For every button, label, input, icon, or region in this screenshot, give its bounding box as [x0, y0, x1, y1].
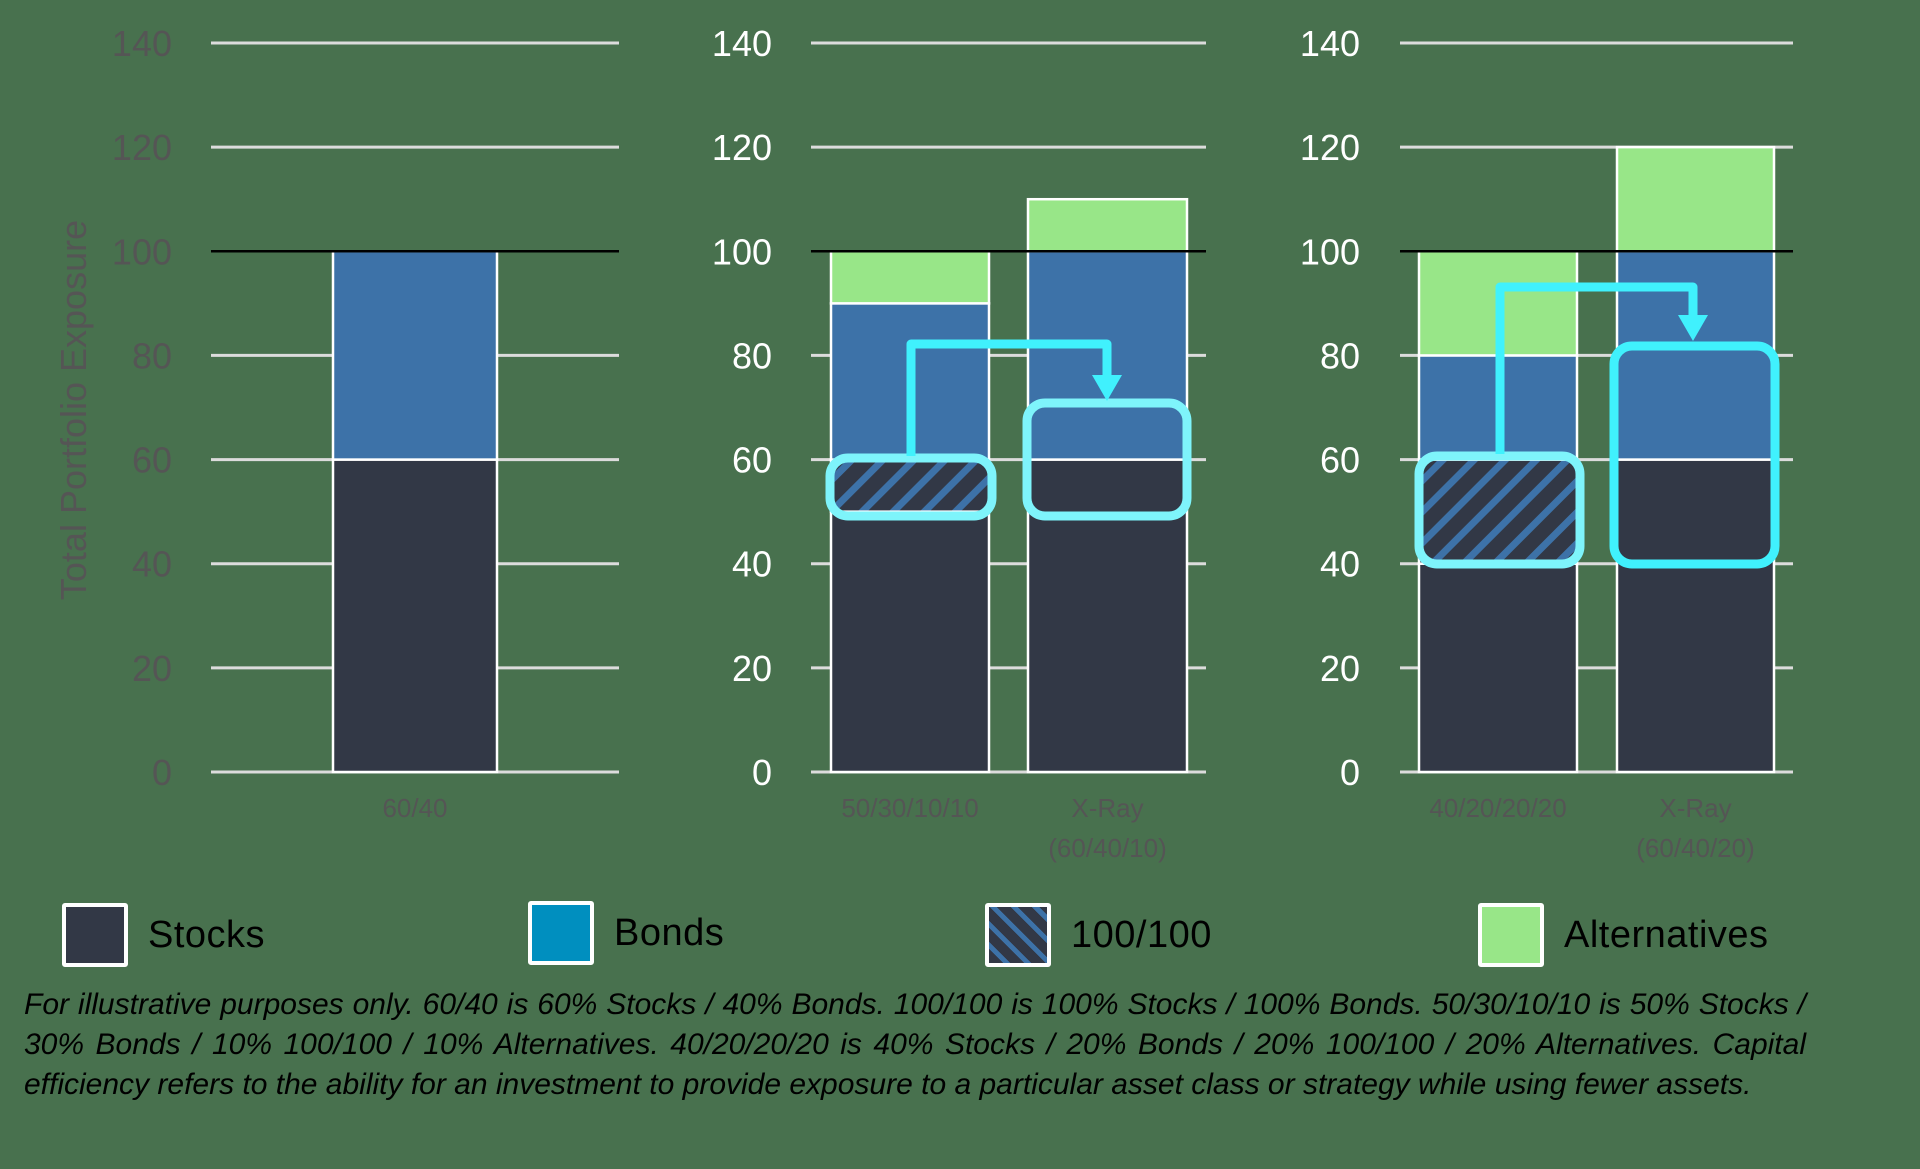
- y-tick-label: 100: [712, 231, 772, 272]
- y-tick-label: 20: [132, 648, 172, 689]
- y-tick-label: 120: [1300, 127, 1360, 168]
- arrowhead-icon: [1092, 375, 1122, 401]
- legend-item-alternatives: Alternatives: [1478, 900, 1769, 970]
- x-category-label: 50/30/10/10: [841, 793, 978, 823]
- connector-arrow: [906, 339, 1112, 456]
- y-tick-label: 60: [732, 440, 772, 481]
- bar-segment-bonds: [331, 250, 499, 461]
- y-tick-label: 20: [1320, 648, 1360, 689]
- bar: [1615, 145, 1776, 774]
- chart-panel-2: 0 20 40 60 80 100 120 140 50/30/10/10 X-Ray (60/40…: [712, 23, 1206, 863]
- x-category-label: X-Ray: [1659, 793, 1731, 823]
- x-category-label: (60/40/20): [1636, 833, 1755, 863]
- bar-segment-hatch: [1417, 458, 1579, 565]
- bar-segment-stocks: [829, 510, 991, 774]
- y-tick-label: 100: [1300, 231, 1360, 272]
- y-tick-label: 40: [732, 544, 772, 585]
- y-tick-label: 140: [1300, 23, 1360, 64]
- legend-label: 100/100: [1071, 913, 1212, 956]
- y-tick-label: 140: [712, 23, 772, 64]
- legend-item-stocks: Stocks: [62, 900, 265, 970]
- y-tick-label: 80: [1320, 335, 1360, 376]
- y-tick-label: 120: [712, 127, 772, 168]
- chart-panels: 0 20 40 60 80 100 120 140 60/40 0 20 40 60 80 100 120 14…: [112, 23, 1793, 863]
- y-tick-label: 140: [112, 23, 172, 64]
- legend-label: Alternatives: [1564, 913, 1769, 956]
- y-tick-label: 40: [1320, 544, 1360, 585]
- y-tick-label: 120: [112, 127, 172, 168]
- legend: Stocks Bonds 100/100 Alternatives: [0, 900, 1920, 970]
- bonds-swatch-icon: [528, 901, 594, 965]
- y-axis-label: Total Portfolio Exposure: [53, 220, 94, 600]
- bar-segment-stocks: [1615, 458, 1776, 774]
- bar-segment-alternatives: [1026, 197, 1189, 253]
- y-tick-label: 60: [132, 440, 172, 481]
- hatch-swatch-icon: [985, 903, 1051, 967]
- legend-item-bonds: Bonds: [528, 898, 724, 968]
- highlight-box: [1022, 398, 1192, 521]
- bar-segment-alternatives: [829, 250, 991, 305]
- x-category-label: (60/40/10): [1048, 833, 1167, 863]
- y-tick-label: 0: [152, 752, 172, 793]
- bar: [1026, 197, 1189, 774]
- y-tick-label: 100: [112, 231, 172, 272]
- footnote: For illustrative purposes only. 60/40 is…: [24, 988, 1806, 1101]
- legend-label: Bonds: [614, 911, 725, 954]
- arrowhead-icon: [1678, 315, 1708, 341]
- exposure-charts: Total Portfolio Exposure 0 20 40 60 80 100 120…: [53, 23, 1793, 863]
- alternatives-swatch-icon: [1478, 903, 1544, 967]
- bar-segment-stocks: [1026, 458, 1189, 774]
- x-category-label: 60/40: [382, 793, 447, 823]
- legend-label: Stocks: [148, 913, 266, 956]
- chart-panel-3: 0 20 40 60 80 100 120 140 40/20/20/20 X-Ray (60/40…: [1300, 23, 1793, 863]
- y-tick-label: 0: [1340, 752, 1360, 793]
- bar-segment-alternatives: [1615, 145, 1776, 253]
- stocks-swatch-icon: [62, 903, 128, 967]
- highlight-box: [1414, 451, 1585, 569]
- bar-segment-stocks: [1417, 562, 1579, 774]
- y-tick-label: 0: [752, 752, 772, 793]
- bar: [331, 250, 499, 774]
- y-tick-label: 80: [132, 335, 172, 376]
- bar-segment-hatch: [829, 458, 991, 513]
- connector-arrow: [1495, 282, 1698, 454]
- highlight-box: [825, 453, 997, 521]
- legend-item-100-100: 100/100: [985, 900, 1212, 970]
- bar-segment-stocks: [331, 458, 499, 774]
- y-axis-title: Total Portfolio Exposure: [53, 220, 94, 600]
- chart-panel-1: 0 20 40 60 80 100 120 140 60/40: [112, 23, 619, 823]
- y-tick-label: 80: [732, 335, 772, 376]
- y-tick-label: 60: [1320, 440, 1360, 481]
- x-category-label: 40/20/20/20: [1429, 793, 1566, 823]
- highlight-box: [1609, 341, 1780, 569]
- x-category-label: X-Ray: [1071, 793, 1143, 823]
- y-tick-label: 20: [732, 648, 772, 689]
- y-tick-label: 40: [132, 544, 172, 585]
